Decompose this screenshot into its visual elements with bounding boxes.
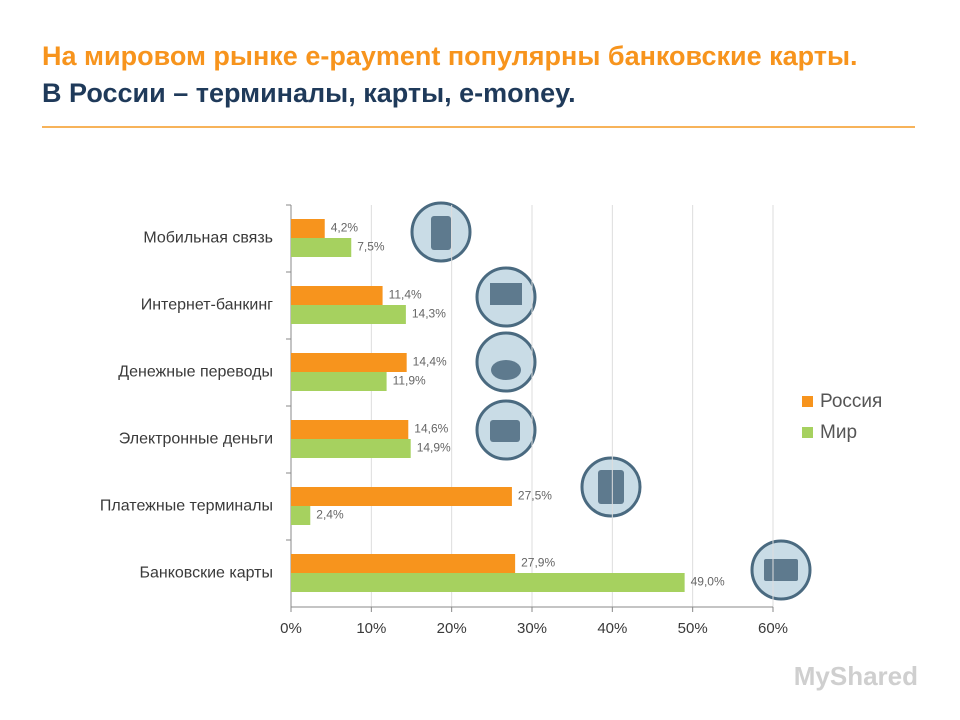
x-tick-label: 30% [517,620,547,637]
chart-title: На мировом рынке e-payment популярны бан… [42,41,858,71]
y-tick-label: Мобильная связь [143,230,273,247]
value-label: 4,2% [331,221,359,235]
value-label: 14,4% [413,355,447,369]
y-tick-label: Платежные терминалы [100,498,273,515]
bar [291,573,685,592]
value-label: 11,9% [393,374,426,388]
value-label: 14,9% [417,441,451,455]
value-label: 27,9% [521,556,555,570]
bar [291,506,311,525]
value-label: 14,3% [412,307,446,321]
y-tick-label: Интернет-банкинг [141,297,273,314]
value-label: 11,4% [389,288,422,302]
chart-subtitle: В России – терминалы, карты, e-money. [42,78,576,108]
bar [291,353,407,372]
y-tick-label: Электронные деньги [119,431,273,448]
bar [291,238,352,257]
bar [291,372,387,391]
bar [291,286,383,305]
y-tick-label: Банковские карты [139,565,273,582]
x-tick-label: 0% [280,620,302,637]
bar [291,420,409,439]
x-tick-label: 10% [356,620,386,637]
x-tick-label: 60% [758,620,788,637]
legend-label: Россия [820,391,882,412]
legend-label: Мир [820,422,857,443]
value-label: 49,0% [691,575,725,589]
x-tick-label: 40% [597,620,627,637]
bar [291,305,406,324]
value-label: 7,5% [357,240,385,254]
bar [291,439,411,458]
x-tick-label: 20% [437,620,467,637]
icons [410,201,812,601]
bar [291,487,512,506]
watermark: MyShared [794,661,918,691]
value-label: 27,5% [518,489,552,503]
bar [291,554,516,573]
legend-swatch [802,427,813,438]
x-tick-label: 50% [678,620,708,637]
value-label: 14,6% [414,422,448,436]
y-tick-label: Денежные переводы [118,364,273,381]
legend-swatch [802,396,813,407]
bar [291,219,325,238]
value-label: 2,4% [316,508,344,522]
